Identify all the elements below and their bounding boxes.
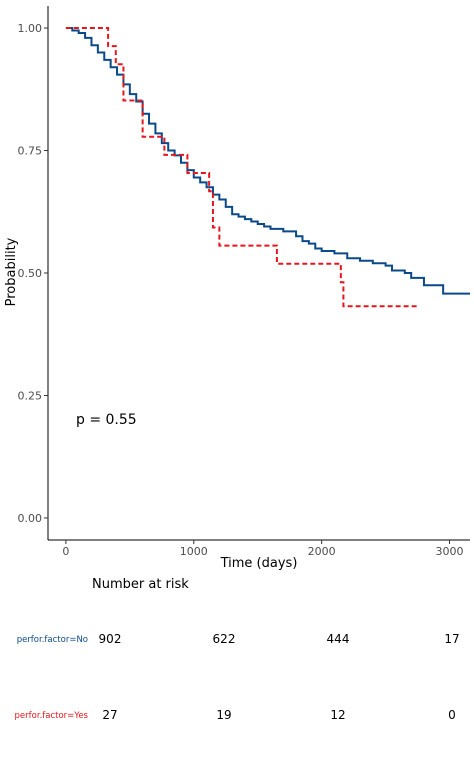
x-tick-label: 1000 (180, 545, 208, 558)
y-ticks: 0.00 0.25 0.50 0.75 1.00 (18, 22, 48, 525)
y-tick-label: 0.75 (18, 145, 43, 158)
risk-table-rows: perfor.factor=No 902 622 444 17 perfor.factor… (15, 632, 460, 722)
p-value-annotation: p = 0.55 (76, 412, 137, 428)
risk-count: 27 (102, 708, 117, 722)
x-axis-title: Time (days) (220, 556, 298, 571)
y-tick-label: 0.25 (18, 389, 43, 402)
x-tick-label: 2000 (308, 545, 336, 558)
risk-count: 12 (330, 708, 345, 722)
y-tick-label: 1.00 (18, 22, 43, 35)
risk-row-label: perfor.factor=No (17, 635, 88, 645)
risk-count: 622 (213, 632, 236, 646)
series-line-no (65, 27, 470, 295)
x-ticks: 0 1000 2000 3000 (62, 540, 464, 558)
y-axis-title: Probability (4, 237, 19, 306)
series-layer (65, 27, 470, 308)
risk-count: 17 (444, 632, 459, 646)
risk-count: 19 (216, 708, 231, 722)
x-tick-label: 3000 (436, 545, 464, 558)
x-tick-label: 0 (62, 545, 69, 558)
risk-table-title: Number at risk (92, 577, 189, 592)
risk-count: 0 (448, 708, 456, 722)
risk-count: 902 (99, 632, 122, 646)
risk-count: 444 (327, 632, 350, 646)
y-tick-label: 0.50 (18, 267, 43, 280)
series-line-yes (65, 27, 418, 308)
risk-row-label: perfor.factor=Yes (15, 711, 89, 721)
y-tick-label: 0.00 (18, 512, 43, 525)
